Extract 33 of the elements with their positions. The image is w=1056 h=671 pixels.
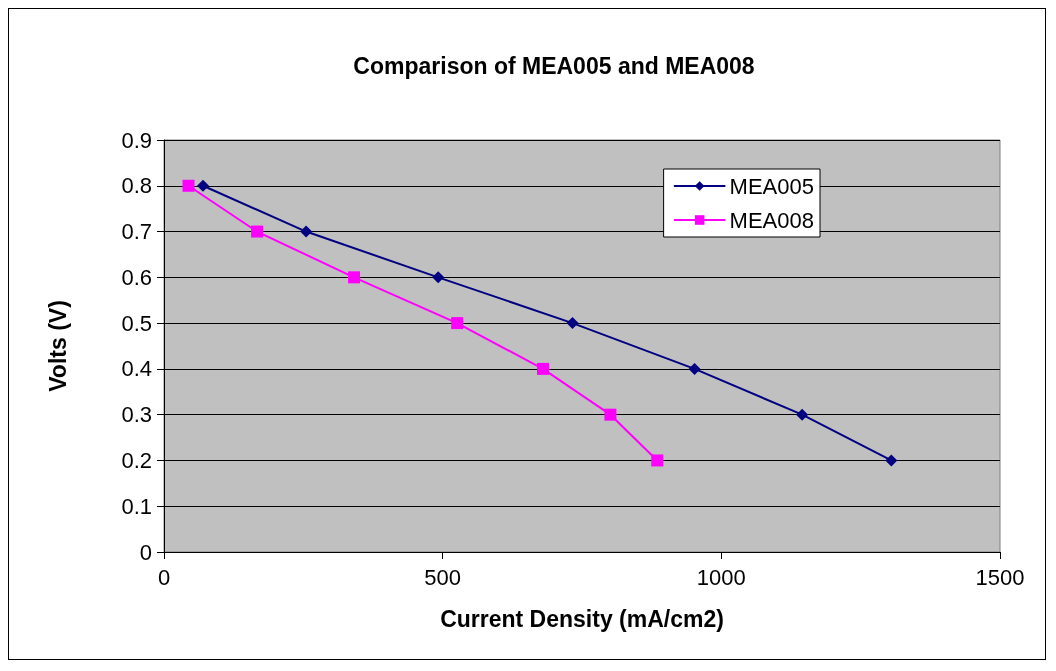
point (651, 454, 664, 467)
x-axis-title: Current Density (mA/cm2) (440, 605, 724, 632)
point (536, 362, 549, 375)
y-tick-label: 0.2 (121, 447, 152, 473)
x-tick-label: 1500 (975, 564, 1025, 590)
point (604, 408, 617, 421)
point (300, 225, 313, 238)
chart-title: Comparison of MEA005 and MEA008 (353, 52, 755, 79)
point (197, 179, 210, 192)
y-tick-label: 0.9 (121, 127, 152, 153)
legend-label: MEA008 (729, 207, 815, 233)
y-tick-label: 0.5 (121, 310, 152, 336)
y-tick-label: 0 (139, 539, 152, 565)
point (885, 454, 898, 467)
point (432, 271, 445, 284)
point (688, 362, 701, 375)
y-tick-label: 0.8 (121, 173, 152, 199)
x-tick-label: 500 (424, 564, 462, 590)
x-tick-label: 0 (157, 564, 171, 590)
point (182, 179, 195, 192)
x-tick-label: 1000 (696, 564, 746, 590)
legend-label: MEA005 (729, 173, 815, 199)
point (566, 317, 579, 330)
y-tick-label: 0.3 (121, 402, 152, 428)
point (348, 271, 361, 284)
y-tick-label: 0.6 (121, 264, 152, 290)
y-axis-title: Volts (V) (44, 300, 71, 392)
y-tick-label: 0.4 (121, 356, 152, 382)
y-tick-label: 0.7 (121, 219, 152, 245)
point (796, 408, 809, 421)
point (251, 225, 264, 238)
point (451, 317, 464, 330)
y-tick-label: 0.1 (121, 493, 152, 519)
